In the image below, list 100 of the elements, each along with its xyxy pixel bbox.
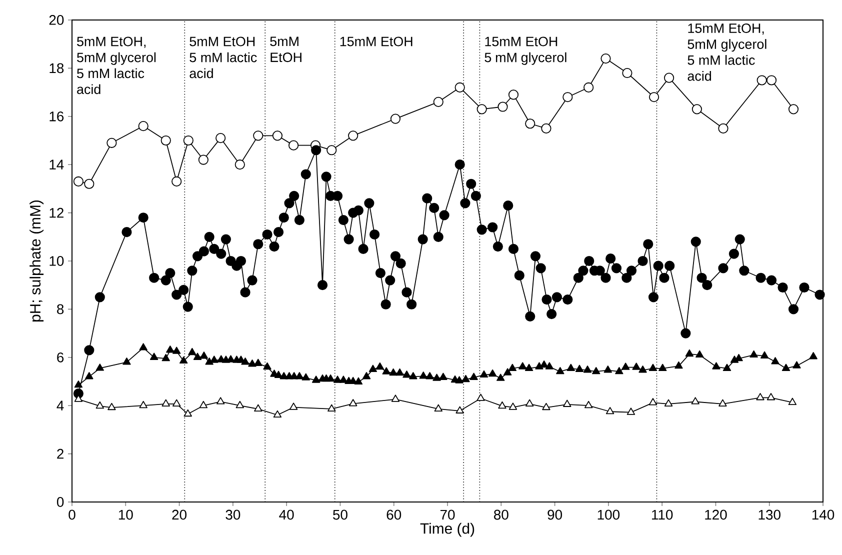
point (584, 400, 593, 408)
x-tick-label: 20 (172, 510, 187, 520)
point (541, 123, 552, 134)
point (606, 406, 614, 414)
point (253, 130, 264, 141)
y-tick-label: 12 (50, 208, 64, 218)
y-tick-label: 4 (56, 400, 64, 410)
annotation: 5mM EtOH (270, 36, 302, 62)
y-tick-label: 2 (57, 448, 64, 459)
point (273, 410, 282, 418)
point (349, 399, 358, 406)
point (183, 135, 194, 146)
point (391, 394, 400, 402)
y-tick-label: 8 (57, 304, 64, 314)
y-tick-label: 14 (50, 160, 64, 170)
x-tick-label: 140 (812, 510, 834, 520)
point (766, 392, 776, 400)
point (718, 399, 727, 406)
point (272, 130, 283, 141)
x-tick-label: 80 (494, 510, 508, 520)
x-tick-label: 30 (226, 510, 240, 520)
point (84, 178, 94, 189)
x-tick-label: 0 (68, 510, 76, 520)
point (626, 408, 636, 415)
point (73, 176, 84, 187)
point (289, 402, 298, 410)
x-tick-label: 40 (279, 510, 294, 520)
point (234, 160, 245, 170)
y-axis-title: pH; sulphate (mM) (30, 200, 44, 322)
point (476, 104, 487, 114)
x-tick-label: 120 (705, 510, 727, 520)
point (172, 176, 182, 187)
point (692, 104, 702, 114)
point (563, 400, 572, 407)
point (498, 401, 506, 409)
y-tick-label: 18 (50, 63, 64, 74)
point (691, 397, 700, 404)
annotation: 5mM EtOH, 5mM glycerol 5 mM lactic acid (77, 36, 156, 94)
point (718, 123, 728, 134)
point (476, 394, 485, 401)
point (216, 397, 225, 404)
x-tick-label: 60 (386, 510, 402, 520)
point (96, 401, 104, 409)
point (508, 90, 519, 100)
x-tick-label: 90 (548, 510, 562, 520)
point (664, 72, 674, 83)
point (254, 404, 262, 412)
point (525, 118, 536, 129)
y-tick-label: 10 (50, 256, 64, 266)
point (508, 402, 518, 410)
y-tick-label: 20 (49, 15, 64, 25)
point (390, 114, 401, 124)
point (756, 392, 764, 400)
annotation: 15mM EtOH, 5mM glycerol 5 mM lactic acid (688, 23, 766, 81)
y-tick-label: 16 (50, 111, 64, 122)
x-tick-label: 100 (598, 510, 620, 520)
point (160, 135, 171, 146)
point (542, 402, 550, 410)
y-tick-label: 6 (57, 352, 64, 362)
point (198, 154, 208, 165)
x-tick-label: 110 (652, 510, 673, 520)
point (434, 404, 442, 412)
point (199, 400, 208, 408)
annotation: 15mM EtOH 5 mM glycerol (484, 36, 566, 65)
point (525, 399, 534, 406)
point (648, 92, 660, 102)
point (788, 104, 799, 114)
x-axis-title: Time (d) (420, 522, 474, 537)
x-tick-label: 50 (333, 510, 348, 520)
point (108, 402, 116, 410)
point (236, 400, 244, 408)
point (600, 54, 611, 64)
point (622, 68, 632, 78)
x-tick-label: 10 (118, 510, 133, 520)
y-tick-label: 0 (56, 497, 64, 507)
point (288, 140, 299, 150)
point (184, 409, 192, 417)
point (664, 399, 673, 406)
point (498, 102, 508, 112)
point (584, 82, 594, 93)
point (328, 404, 336, 412)
point (139, 400, 148, 408)
annotation: 15mM EtOH (340, 36, 412, 46)
point (162, 399, 170, 406)
point (648, 398, 658, 406)
point (216, 133, 226, 144)
point (326, 145, 337, 156)
point (766, 75, 777, 86)
point (106, 138, 117, 148)
point (788, 398, 797, 406)
annotation: 5mM EtOH 5 mM lactic acid (190, 36, 257, 78)
x-tick-label: 130 (758, 510, 780, 520)
point (348, 130, 358, 141)
x-tick-label: 70 (440, 510, 455, 520)
point (454, 82, 465, 93)
point (562, 92, 573, 102)
point (433, 96, 444, 107)
point (456, 406, 464, 414)
point (172, 399, 181, 406)
point (138, 120, 148, 132)
